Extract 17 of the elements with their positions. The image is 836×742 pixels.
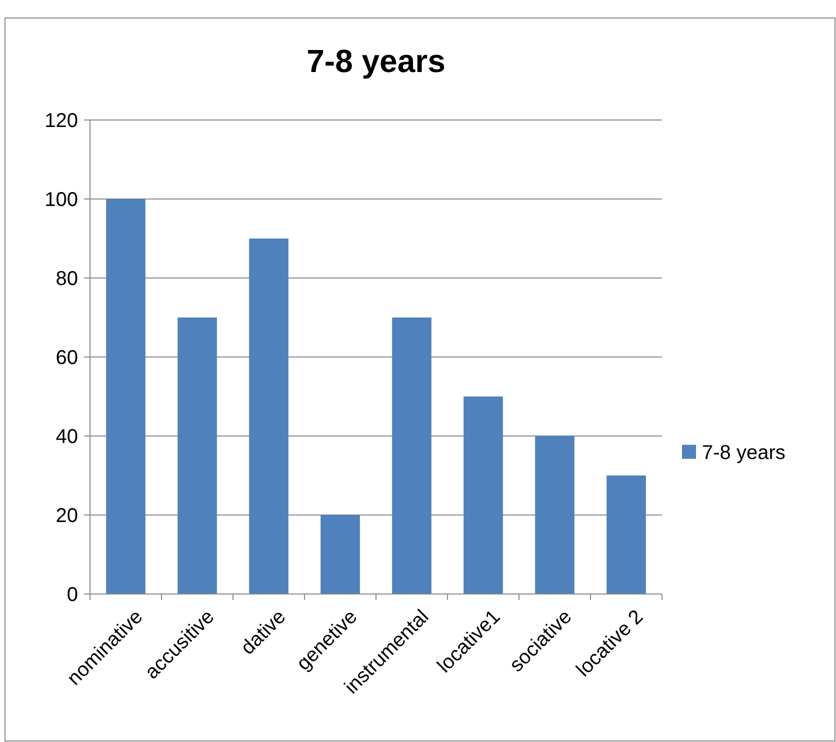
bar <box>106 199 146 594</box>
bar <box>464 396 503 594</box>
y-tick-label: 20 <box>56 505 78 527</box>
bar <box>178 318 217 594</box>
y-tick-label: 60 <box>56 347 78 369</box>
y-tick-label: 120 <box>44 110 78 132</box>
y-tick-label: 40 <box>56 426 78 448</box>
bar <box>320 515 360 594</box>
chart-title: 7-8 years <box>306 43 446 79</box>
bar <box>606 476 646 594</box>
legend-label: 7-8 years <box>702 442 786 464</box>
bar <box>392 318 432 594</box>
y-tick-label: 80 <box>56 268 78 290</box>
bar <box>535 436 574 594</box>
y-tick-label: 0 <box>66 584 78 606</box>
bar <box>249 238 288 594</box>
y-tick-label: 100 <box>44 189 78 211</box>
